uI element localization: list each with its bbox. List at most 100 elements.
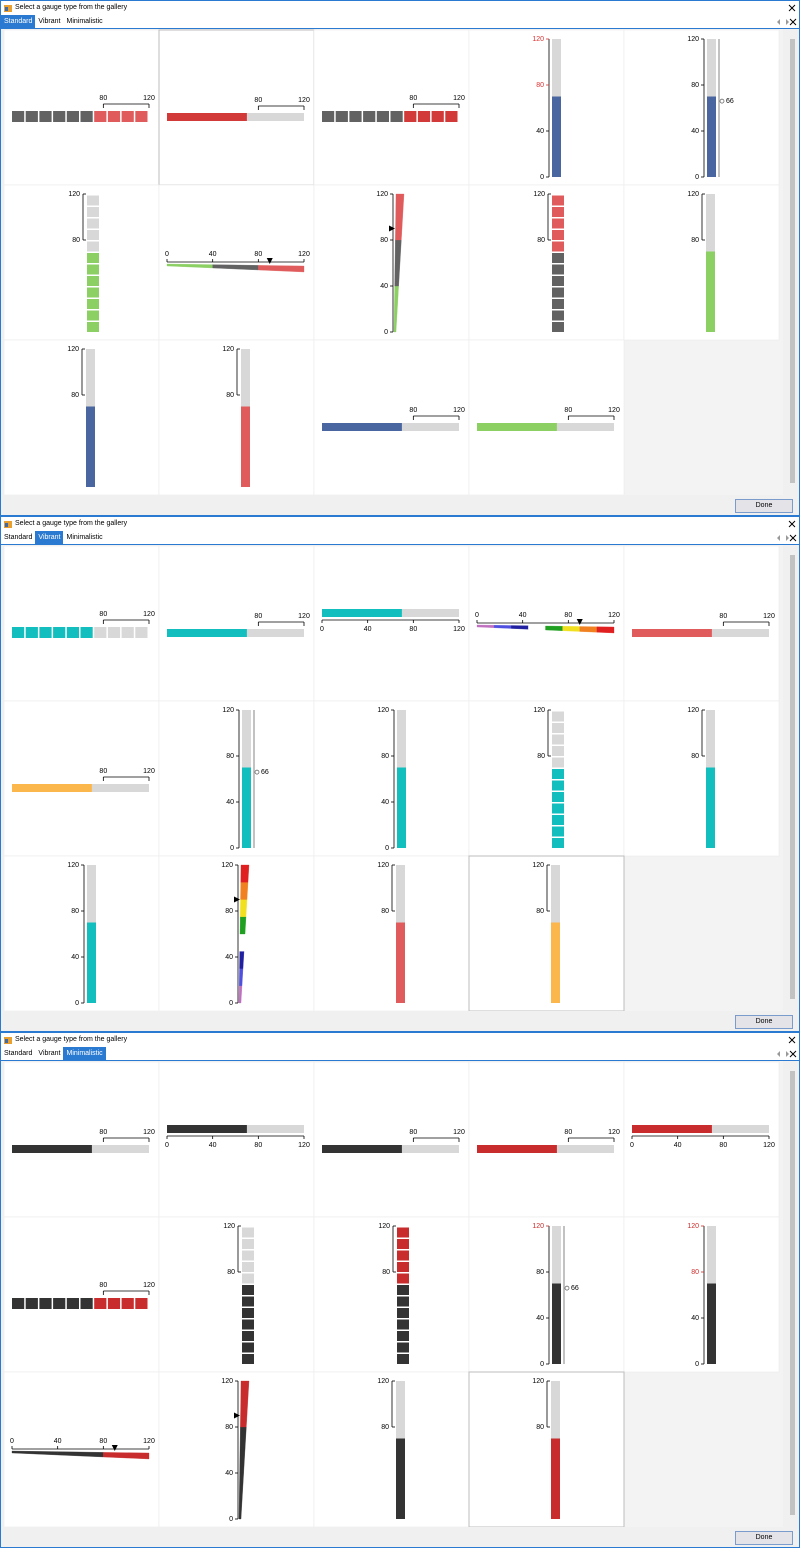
scrollbar[interactable] [786, 1061, 799, 1527]
gauge-cell[interactable]: 0 40 80 120 [313, 545, 470, 702]
close-button[interactable] [788, 520, 796, 528]
gauge-cell[interactable]: 80 120 [3, 1061, 160, 1218]
gauge-cell[interactable]: 0 40 80 120 [3, 855, 160, 1011]
bar-fill [396, 922, 405, 1003]
gauge-cell[interactable]: 80 120 [623, 184, 780, 341]
gauge-cell[interactable]: 80 120 [3, 545, 160, 702]
wedge-range [240, 1380, 250, 1428]
gauge-cell[interactable]: 0 40 80 120 [313, 184, 470, 341]
gauge-cell[interactable]: 80 120 [313, 339, 470, 495]
gauge-cell[interactable]: 80 120 [3, 700, 160, 857]
bar-fill [322, 1145, 402, 1153]
done-button[interactable]: Done [735, 1015, 793, 1029]
tab[interactable]: Standard [4, 534, 33, 541]
bar-fill [477, 423, 557, 431]
tick-label: 120 [222, 707, 234, 714]
gauge-cell[interactable]: 0 40 80 120 [158, 855, 315, 1011]
cell-background [313, 29, 470, 186]
bar-rest [556, 423, 614, 431]
bar-rest [706, 194, 715, 252]
cell-background [623, 29, 780, 186]
gauge-cell[interactable]: 0 40 80 120 66 [623, 29, 780, 186]
gauge-cell[interactable]: 0 40 80 120 [468, 545, 625, 702]
gauge-cell[interactable]: 0 40 80 120 [158, 184, 315, 341]
cell-background [468, 700, 625, 857]
gauge-cell[interactable]: 80 120 [158, 29, 315, 186]
scrollbar[interactable] [786, 29, 799, 495]
tick-label: 80 [99, 1129, 107, 1136]
bar-rest [397, 710, 406, 768]
gauge-cell[interactable]: 80 120 [468, 855, 625, 1011]
tick-label: 80 [381, 1424, 389, 1431]
tab-scroll-arrows[interactable] [773, 534, 793, 542]
done-button[interactable]: Done [735, 499, 793, 513]
gauge-cell[interactable]: 0 40 80 120 [623, 1216, 780, 1373]
tab-strip: Standard Vibrant Minimalistic [1, 531, 799, 545]
wedge-range [240, 864, 250, 883]
done-button[interactable]: Done [735, 1531, 793, 1545]
gauge-cell[interactable]: 80 120 [623, 700, 780, 857]
scroll-thumb[interactable] [790, 39, 795, 483]
tab[interactable]: Standard [4, 1050, 33, 1057]
gauge-cell[interactable]: 0 40 80 120 [158, 1061, 315, 1218]
cell-background [468, 1371, 625, 1527]
gauge-cell[interactable]: 0 40 80 120 66 [158, 700, 315, 857]
gauge-cell[interactable]: 80 120 [158, 339, 315, 495]
marker [389, 225, 395, 232]
gauge-cell[interactable]: 80 120 [623, 545, 780, 702]
tab-close[interactable] [789, 1050, 797, 1058]
bar-rest [246, 629, 304, 637]
gauge-cell[interactable]: 0 40 80 120 66 [468, 1216, 625, 1373]
gauge-cell[interactable]: 80 120 [468, 1371, 625, 1527]
tab-close[interactable] [789, 534, 797, 542]
gauge-cell[interactable]: 80 120 [313, 855, 470, 1011]
gauge-cell[interactable]: 80 120 [3, 29, 160, 186]
app-icon [4, 5, 12, 12]
segment [242, 1239, 254, 1249]
app-icon [4, 1037, 12, 1044]
cell-background [158, 545, 315, 702]
bar-rest [556, 1145, 614, 1153]
tick-label: 80 [536, 1424, 544, 1431]
close-button[interactable] [788, 4, 796, 12]
gauge-cell[interactable]: 0 40 80 120 [3, 1371, 160, 1527]
gauge-gallery: 80 120 0 40 80 120 80 120 80 120 0 40 80 120 80 120 80 12… [3, 1061, 783, 1527]
tick-label: 120 [376, 191, 388, 198]
gauge-cell[interactable]: 80 120 [468, 700, 625, 857]
gauge-cell[interactable]: 80 120 [468, 339, 625, 495]
tab[interactable]: Vibrant [38, 1050, 61, 1057]
gauge-cell[interactable]: 0 40 80 120 [313, 700, 470, 857]
gauge-cell[interactable]: 0 40 80 120 [158, 1371, 315, 1527]
tab[interactable]: Minimalistic [66, 18, 103, 25]
gauge-cell[interactable]: 80 120 [3, 1216, 160, 1373]
gauge-cell[interactable]: 80 120 [313, 29, 470, 186]
scrollbar[interactable] [786, 545, 799, 1011]
tab[interactable]: Vibrant [38, 18, 61, 25]
tab[interactable]: Vibrant [35, 531, 64, 544]
wedge-range [493, 625, 512, 629]
gauge-cell[interactable]: 80 120 [158, 545, 315, 702]
tab-scroll-arrows[interactable] [773, 1050, 793, 1058]
segment [39, 627, 52, 638]
tab[interactable]: Standard [1, 15, 36, 28]
scroll-thumb[interactable] [790, 555, 795, 999]
tab-scroll-arrows[interactable] [773, 18, 793, 26]
gauge-cell[interactable]: 80 120 [468, 184, 625, 341]
scroll-thumb[interactable] [790, 1071, 795, 1515]
gauge-cell[interactable]: 80 120 [468, 1061, 625, 1218]
gauge-cell[interactable]: 80 120 [3, 184, 160, 341]
gauge-cell[interactable]: 0 40 80 120 [468, 29, 625, 186]
close-button[interactable] [788, 1036, 796, 1044]
gauge-cell[interactable]: 80 120 [313, 1216, 470, 1373]
gauge-cell[interactable]: 80 120 [313, 1061, 470, 1218]
gauge-cell[interactable]: 80 120 [313, 1371, 470, 1527]
tick-label: 120 [377, 862, 389, 869]
tab-close[interactable] [789, 18, 797, 26]
segment [397, 1285, 409, 1295]
tab[interactable]: Minimalistic [66, 534, 103, 541]
gauge-cell[interactable]: 80 120 [158, 1216, 315, 1373]
gauge-cell[interactable]: 80 120 [3, 339, 160, 495]
tab[interactable]: Minimalistic [63, 1047, 106, 1060]
gauge-cell[interactable]: 0 40 80 120 [623, 1061, 780, 1218]
tick-label: 120 [221, 862, 233, 869]
